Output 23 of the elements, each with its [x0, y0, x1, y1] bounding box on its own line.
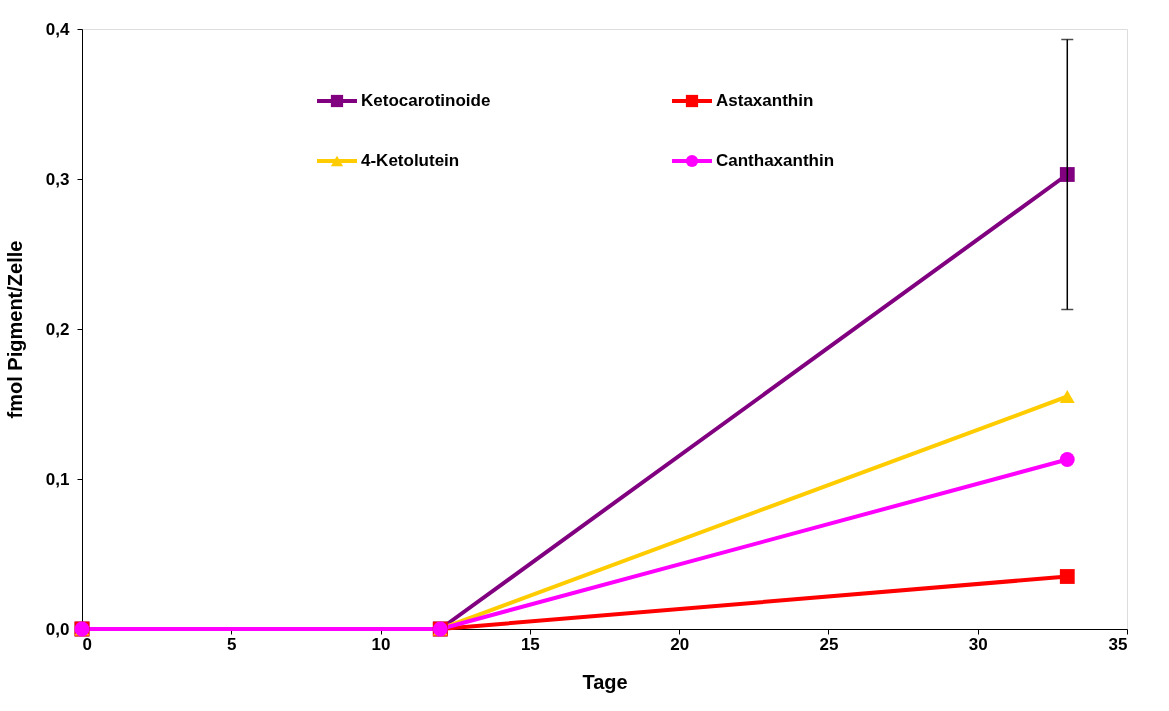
x-tick-label: 10: [371, 634, 391, 654]
y-tick-label: 0,0: [45, 619, 70, 639]
x-axis-title: Tage: [582, 670, 628, 693]
x-tick-label: 5: [227, 634, 237, 654]
y-tick-label: 0,4: [45, 19, 71, 39]
y-tick-label: 0,2: [45, 319, 70, 339]
x-tick-label: 30: [968, 634, 988, 654]
x-tick-label: 20: [670, 634, 690, 654]
x-tick-label: 0: [82, 634, 92, 654]
x-tick-label: 15: [520, 634, 540, 654]
y-axis-title: fmol Pigment/Zelle: [3, 240, 26, 419]
x-tick-label: 35: [1108, 634, 1128, 654]
legend-label: Canthaxanthin: [716, 151, 835, 170]
x-tick-label: 25: [819, 634, 839, 654]
y-tick-label: 0,1: [45, 469, 70, 489]
legend-label: 4-Ketolutein: [361, 151, 460, 170]
point: [1059, 452, 1075, 467]
point: [1059, 167, 1075, 182]
legend-label: Ketocarotinoide: [361, 91, 491, 110]
point: [1059, 390, 1075, 403]
y-tick-label: 0,3: [45, 169, 70, 189]
legend-label: Astaxanthin: [716, 91, 814, 110]
point: [1059, 569, 1075, 584]
